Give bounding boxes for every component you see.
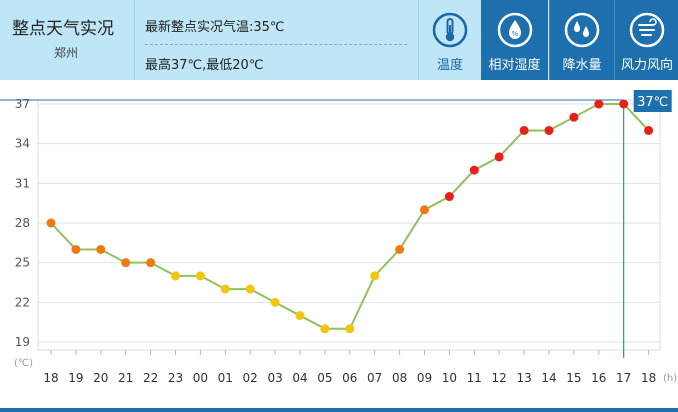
x-tick-label: 16 <box>591 371 606 385</box>
x-tick-label: 18 <box>43 371 58 385</box>
tab-wind[interactable]: 风力风向 <box>614 0 678 80</box>
data-point <box>46 218 56 228</box>
tab-temperature[interactable]: 温度 <box>418 0 481 80</box>
data-point <box>619 99 629 109</box>
x-tick-label: 10 <box>442 371 457 385</box>
info-block: 最新整点实况气温:35℃ 最高37℃,最低20℃ <box>135 0 417 80</box>
data-point <box>146 258 156 268</box>
tab-temperature-label: 温度 <box>436 58 463 73</box>
data-point <box>96 244 106 254</box>
x-tick-label: 17 <box>616 371 631 385</box>
plot-area <box>37 99 661 351</box>
x-tick-label: 04 <box>292 371 307 385</box>
wind-icon <box>629 12 665 48</box>
x-tick-label: 08 <box>392 371 407 385</box>
x-tick-label: 07 <box>367 371 382 385</box>
y-unit-label: (℃) <box>14 358 33 369</box>
tab-precipitation[interactable]: 降水量 <box>549 0 614 80</box>
y-tick-label: 22 <box>15 295 30 309</box>
rain-drops-icon <box>564 12 600 48</box>
chart-svg: 19 22 25 28 31 34 37 (℃) (h) 18 19 20 21 22 23 00 01 02 03… <box>0 90 677 385</box>
data-point <box>569 112 579 122</box>
x-tick-label: 05 <box>317 371 332 385</box>
tab-wind-label: 风力风向 <box>620 58 673 73</box>
x-tick-label: 06 <box>342 371 357 385</box>
data-point <box>295 311 305 321</box>
y-tick-label: 19 <box>15 335 30 349</box>
data-point <box>370 271 380 281</box>
page-title: 整点天气实况 <box>12 19 114 39</box>
x-tick-label: 09 <box>417 371 432 385</box>
data-point <box>195 271 205 281</box>
x-tick-label: 15 <box>566 371 581 385</box>
tab-precipitation-label: 降水量 <box>562 58 602 73</box>
tab-humidity-label: 相对湿度 <box>488 58 541 73</box>
data-point <box>345 324 355 334</box>
title-block: 整点天气实况 郑州 <box>0 0 135 80</box>
x-tick-label: 12 <box>492 371 507 385</box>
header-bar: 整点天气实况 郑州 最新整点实况气温:35℃ 最高37℃,最低20℃ 温度 % … <box>0 0 678 80</box>
x-tick-label: 23 <box>168 371 183 385</box>
data-point <box>320 324 330 334</box>
x-tick-label: 19 <box>68 371 83 385</box>
divider <box>145 44 407 45</box>
tab-humidity[interactable]: % 相对湿度 <box>481 0 548 80</box>
y-tick-label: 31 <box>15 176 30 190</box>
data-point <box>420 205 429 215</box>
x-tick-label: 20 <box>93 371 108 385</box>
city-label: 郑州 <box>54 46 79 60</box>
x-tick-label: 02 <box>243 371 258 385</box>
data-point <box>519 125 529 135</box>
data-point <box>171 271 180 281</box>
data-point <box>220 284 230 294</box>
data-point <box>270 297 280 307</box>
x-tick-label: 14 <box>541 371 556 385</box>
x-tick-label: 13 <box>516 371 531 385</box>
y-tick-label: 34 <box>15 137 30 151</box>
temperature-chart: 19 22 25 28 31 34 37 (℃) (h) 18 19 20 21 22 23 00 01 02 03… <box>0 80 678 412</box>
x-tick-label: 18 <box>641 371 656 385</box>
data-point <box>444 192 454 202</box>
data-point <box>71 244 81 254</box>
data-point <box>494 152 504 162</box>
bottom-bar <box>0 408 678 412</box>
high-low-text: 最高37℃,最低20℃ <box>145 58 264 73</box>
data-point <box>121 258 131 268</box>
data-point <box>245 284 255 294</box>
x-tick-label: 00 <box>193 371 208 385</box>
y-tick-label: 28 <box>15 216 30 230</box>
data-point <box>469 165 479 175</box>
x-tick-label: 11 <box>467 371 482 385</box>
data-point <box>395 244 405 254</box>
latest-temp-text: 最新整点实况气温:35℃ <box>145 20 285 35</box>
data-point <box>644 125 654 135</box>
water-drop-icon: % <box>497 12 533 48</box>
data-point <box>544 125 554 135</box>
highlight-badge-label: 37℃ <box>637 95 668 110</box>
x-tick-label: 03 <box>267 371 282 385</box>
thermometer-icon <box>432 12 468 48</box>
x-unit-label: (h) <box>663 373 677 384</box>
y-tick-label: 37 <box>15 97 30 111</box>
x-tick-label: 22 <box>143 371 158 385</box>
svg-text:%: % <box>511 30 518 38</box>
x-tick-label: 01 <box>218 371 233 385</box>
x-tick-label: 21 <box>118 371 133 385</box>
highlight-badge <box>633 90 672 112</box>
data-point <box>594 99 604 109</box>
y-tick-label: 25 <box>15 256 30 270</box>
